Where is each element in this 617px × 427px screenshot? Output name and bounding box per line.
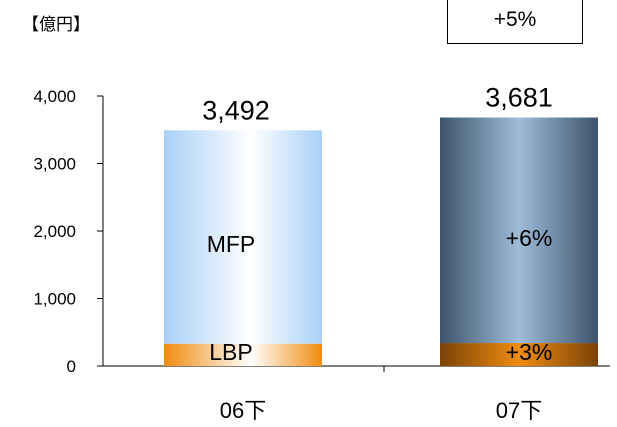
bar-segment-label: +3% xyxy=(506,339,553,365)
x-category-label: 07下 xyxy=(496,398,542,423)
bar-segment-mfp xyxy=(164,130,322,344)
x-category-label: 06下 xyxy=(220,398,266,423)
unit-label: 【億円】 xyxy=(22,15,90,34)
y-tick-label: 4,000 xyxy=(33,87,76,106)
bar-segment-label: LBP xyxy=(209,339,252,365)
bar-segment-lbp xyxy=(164,343,322,366)
y-tick-label: 1,000 xyxy=(33,290,76,309)
bar-segment-label: +6% xyxy=(506,225,553,251)
bar-segment-label: MFP xyxy=(207,231,256,257)
y-tick-label: 2,000 xyxy=(33,222,76,241)
bar-segment-mfp xyxy=(440,117,598,344)
y-tick-label: 0 xyxy=(67,357,76,376)
bar-total-label: 3,681 xyxy=(485,83,553,113)
y-tick-label: 3,000 xyxy=(33,155,76,174)
bar-total-label: 3,492 xyxy=(202,95,270,125)
bar-segment-lbp xyxy=(440,343,598,366)
total-growth-box: +5% xyxy=(447,0,583,44)
